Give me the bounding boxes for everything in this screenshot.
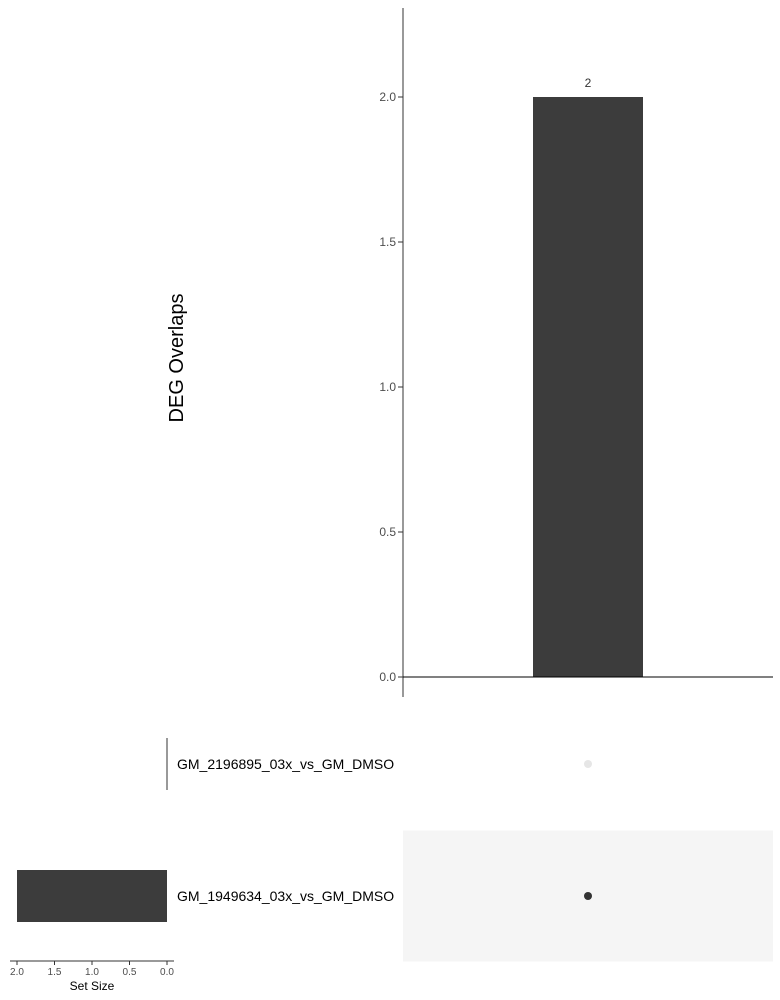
set-size-axis-title: Set Size	[70, 979, 115, 993]
set-size-bar	[17, 870, 167, 922]
y-tick-label: 0.5	[379, 525, 396, 539]
y-tick-label: 1.5	[379, 235, 396, 249]
y-tick-label: 0.0	[379, 670, 396, 684]
intersection-bars: 2	[533, 76, 643, 677]
intersection-bar	[533, 97, 643, 677]
x-tick-label: 1.0	[85, 967, 99, 978]
x-tick-label: 0.0	[160, 967, 174, 978]
x-tick-label: 2.0	[10, 967, 24, 978]
set-size-panel: 2.0 1.5 1.0 0.5 0.0	[10, 738, 174, 978]
y-axis-title: DEG Overlaps	[166, 294, 188, 423]
y-tick-label: 2.0	[379, 90, 396, 104]
set-label: GM_1949634_03x_vs_GM_DMSO	[177, 888, 394, 904]
x-tick-label: 0.5	[123, 967, 137, 978]
intersection-y-axis: 0.0 0.5 1.0 1.5 2.0	[379, 8, 404, 697]
set-labels: GM_2196895_03x_vs_GM_DMSO GM_1949634_03x_…	[177, 756, 394, 904]
x-tick-label: 1.5	[48, 967, 62, 978]
matrix-dot-active	[584, 892, 592, 900]
matrix-dots	[584, 760, 592, 900]
matrix-dot-inactive	[584, 760, 592, 768]
bar-value-label: 2	[585, 76, 592, 90]
y-tick-label: 1.0	[379, 380, 396, 394]
set-label: GM_2196895_03x_vs_GM_DMSO	[177, 756, 394, 772]
